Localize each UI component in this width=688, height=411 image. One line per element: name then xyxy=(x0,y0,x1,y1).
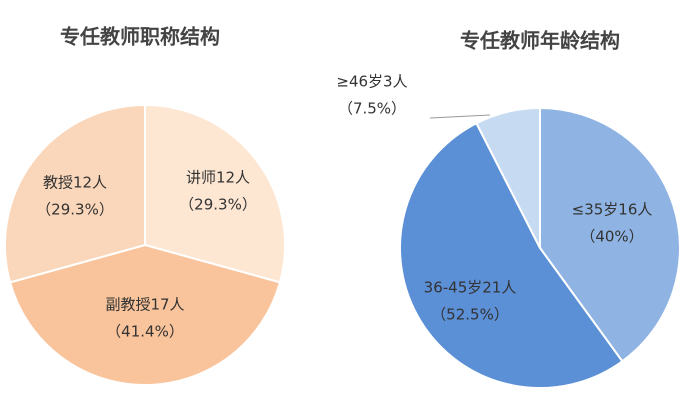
value-label: （29.3%） xyxy=(36,201,114,219)
chart-title: 专任教师职称结构 xyxy=(60,25,220,49)
chart-title: 专任教师年龄结构 xyxy=(460,29,620,53)
slice-label: 讲师12人 xyxy=(186,169,250,187)
pie-slice xyxy=(4,103,146,284)
slice-label: 副教授17人 xyxy=(105,296,184,314)
pie-slice xyxy=(8,243,282,386)
slice-label: 教授12人 xyxy=(43,174,107,192)
pie-slice xyxy=(399,121,624,389)
value-label: （40%） xyxy=(580,228,643,246)
slice-label: ≤35岁16人 xyxy=(572,201,653,219)
value-label: （41.4%） xyxy=(106,323,184,341)
value-label: （52.5%） xyxy=(431,306,509,324)
pie-slice xyxy=(539,106,681,363)
value-label: （29.3%） xyxy=(179,196,257,214)
leader-line xyxy=(429,114,491,119)
value-label: （7.5%） xyxy=(338,100,406,118)
slice-label: ≥46岁3人 xyxy=(336,73,407,91)
pie-slice xyxy=(475,106,541,249)
pie-slice xyxy=(144,103,286,284)
slice-label: 36-45岁21人 xyxy=(424,279,517,297)
